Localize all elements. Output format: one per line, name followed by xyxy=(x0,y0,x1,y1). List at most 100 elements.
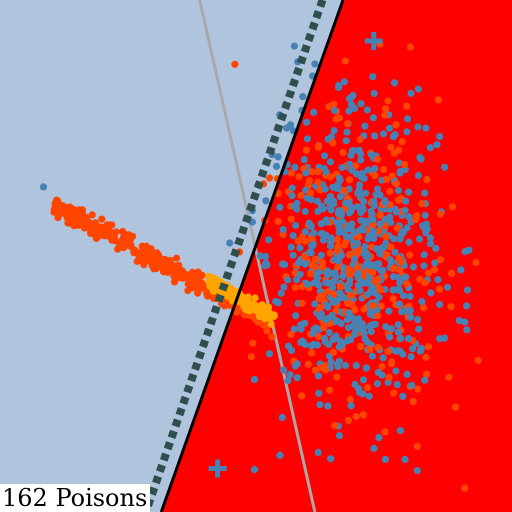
orange-point xyxy=(344,416,353,424)
blue-point xyxy=(330,200,338,208)
blue-point xyxy=(316,313,324,321)
blue-point xyxy=(389,286,397,294)
blue-point xyxy=(272,297,280,306)
orange-point xyxy=(395,254,403,262)
blue-point xyxy=(421,189,429,197)
orange-point xyxy=(287,215,295,223)
blue-point xyxy=(345,107,353,115)
orange-point xyxy=(302,146,311,154)
blue-point xyxy=(328,311,336,319)
blue-point xyxy=(374,368,382,376)
blue-point xyxy=(345,279,353,287)
blue-point xyxy=(403,370,411,378)
orange-point xyxy=(194,289,202,297)
blue-point xyxy=(337,208,345,216)
blue-point xyxy=(321,152,329,160)
orange-point xyxy=(345,251,353,259)
blue-point xyxy=(323,218,331,226)
orange-point xyxy=(307,270,315,278)
blue-point xyxy=(296,244,304,252)
orange-point xyxy=(266,174,274,182)
orange-point xyxy=(178,267,186,275)
blue-point xyxy=(403,224,411,232)
blue-point xyxy=(330,127,338,135)
orange-point xyxy=(385,373,393,381)
orange-point xyxy=(451,403,460,411)
blue-point xyxy=(280,283,288,291)
orange-point xyxy=(406,43,415,51)
orange-point xyxy=(297,191,305,199)
blue-point xyxy=(371,289,379,297)
orange-point xyxy=(356,136,364,144)
orange-point xyxy=(318,258,326,266)
blue-point xyxy=(364,276,373,284)
blue-point xyxy=(309,240,317,248)
orange-point xyxy=(370,276,378,284)
orange-point xyxy=(138,248,146,256)
orange-point xyxy=(142,242,150,250)
blue-point xyxy=(293,205,301,213)
orange-point xyxy=(332,115,340,123)
blue-point xyxy=(276,203,284,211)
blue-point xyxy=(353,203,361,211)
blue-point xyxy=(381,199,389,207)
orange-point xyxy=(326,173,335,181)
poison-point xyxy=(238,293,246,301)
blue-point xyxy=(358,279,366,287)
blue-point xyxy=(283,124,291,132)
blue-point xyxy=(390,235,398,243)
blue-point xyxy=(364,290,372,298)
orange-point xyxy=(381,111,389,119)
blue-point xyxy=(335,228,343,236)
blue-point xyxy=(414,316,422,324)
blue-point xyxy=(457,266,465,274)
blue-point xyxy=(358,320,366,328)
blue-point xyxy=(414,85,422,93)
orange-point xyxy=(436,256,444,264)
blue-point xyxy=(382,323,390,331)
orange-point xyxy=(339,148,347,157)
orange-point xyxy=(91,229,99,237)
blue-point xyxy=(357,156,365,164)
blue-point xyxy=(370,201,378,210)
orange-point xyxy=(308,234,316,243)
orange-point xyxy=(376,286,385,294)
orange-point xyxy=(382,233,390,241)
orange-point xyxy=(384,347,392,355)
blue-point xyxy=(420,262,428,270)
orange-point xyxy=(311,255,320,263)
orange-point xyxy=(308,168,316,176)
blue-point xyxy=(371,320,379,328)
poison-point xyxy=(210,280,218,288)
orange-point xyxy=(340,186,348,195)
blue-point xyxy=(405,188,413,196)
blue-point xyxy=(372,191,380,199)
orange-point xyxy=(330,100,338,108)
blue-point xyxy=(343,316,351,324)
orange-point xyxy=(70,205,78,213)
blue-point xyxy=(385,307,393,315)
blue-point xyxy=(348,147,357,155)
blue-point xyxy=(360,329,368,337)
blue-point xyxy=(338,251,346,259)
blue-point xyxy=(465,246,473,254)
orange-point xyxy=(326,249,334,257)
blue-point xyxy=(292,312,300,320)
poison-count-label: 162 Poisons xyxy=(0,484,151,512)
decision-boundary-line xyxy=(159,0,345,512)
blue-point xyxy=(389,273,397,281)
orange-point xyxy=(189,268,197,276)
blue-point xyxy=(397,334,405,342)
blue-point xyxy=(301,207,309,216)
blue-point xyxy=(287,243,295,251)
blue-point xyxy=(277,289,285,297)
blue-point xyxy=(423,225,431,233)
blue-point xyxy=(356,388,364,397)
orange-point xyxy=(396,266,404,274)
poison-point xyxy=(210,274,218,283)
blue-point xyxy=(301,340,309,348)
blue-point xyxy=(364,166,372,174)
blue-point xyxy=(311,60,319,68)
blue-point xyxy=(360,197,368,206)
orange-point xyxy=(461,484,469,492)
